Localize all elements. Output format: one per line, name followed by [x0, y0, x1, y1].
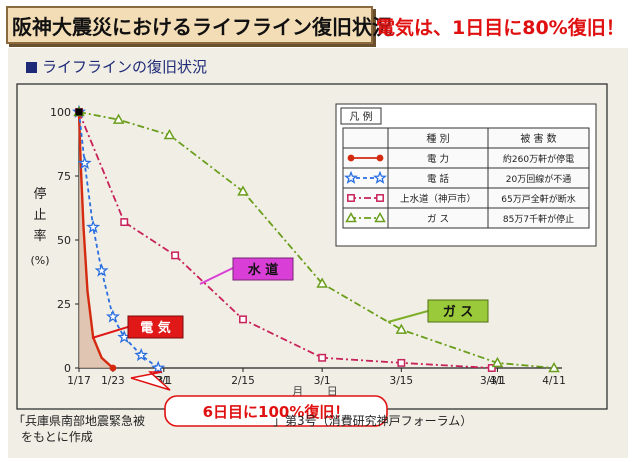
x-tick-label: 1/23	[101, 375, 125, 387]
source-line2: をもとに作成	[21, 430, 93, 444]
series-point	[171, 251, 180, 260]
legend-swatch-marker	[347, 194, 355, 202]
y-tick-label: 50	[57, 234, 71, 247]
source-line1: 「兵庫県南部地震緊急被	[13, 414, 146, 428]
y-tick-label: 75	[57, 170, 71, 183]
series-point	[237, 185, 249, 196]
legend-series-name: ガ ス	[427, 214, 449, 225]
series-point	[487, 364, 496, 372]
callout-leader	[387, 310, 429, 323]
legend-title: 凡 例	[349, 110, 372, 123]
start-marker	[75, 108, 83, 116]
callout-leader	[199, 267, 234, 285]
x-tick-label: 4/1	[489, 375, 506, 387]
x-tick-label: 2/15	[231, 375, 255, 387]
x-tick-label: 3/31	[480, 375, 504, 387]
legend-series-name: 電 話	[427, 173, 450, 185]
series-point	[86, 219, 101, 234]
legend-series-name: 上水道（神戸市）	[400, 193, 476, 205]
callout-pointer	[130, 371, 171, 391]
series-point	[120, 218, 129, 227]
chart-subtitle: ライフラインの復旧状況	[26, 56, 207, 77]
series-point	[491, 356, 504, 368]
series-point	[77, 155, 92, 170]
legend-series-damage: 約260万軒が停電	[503, 153, 574, 165]
y-axis-label: (%)	[30, 254, 49, 267]
series-point	[548, 361, 560, 373]
series-point	[134, 347, 149, 362]
x-tick-label: 3/15	[390, 375, 414, 387]
series-point	[397, 358, 406, 367]
series-point	[163, 129, 176, 140]
series-point	[151, 360, 166, 374]
series-point	[395, 323, 408, 334]
series-line	[78, 111, 555, 369]
callout-water: 水 道	[248, 262, 279, 278]
series-point	[318, 353, 327, 362]
y-axis-label: 停	[33, 186, 46, 202]
callout-box	[127, 315, 184, 339]
series-line	[78, 111, 159, 369]
chart-subtitle-text: ライフラインの復旧状況	[42, 58, 208, 76]
series-point	[316, 277, 328, 288]
legend-swatch-marker	[347, 154, 355, 162]
legend-title-box	[340, 107, 382, 125]
series-point	[239, 315, 247, 324]
callout-leader	[91, 326, 129, 339]
title-box	[6, 6, 373, 44]
electricity-area	[79, 112, 113, 368]
x-tick-label: 1/17	[67, 375, 91, 387]
callout-box	[427, 299, 489, 323]
callout-box	[232, 257, 294, 281]
y-tick-label: 25	[57, 298, 71, 311]
callout-gas: ガ ス	[443, 305, 474, 320]
x-tick-label: 3/1	[314, 375, 331, 387]
callout-six-days: 6日目に100%復旧！	[203, 403, 350, 421]
callout-electricity: 電 気	[140, 320, 171, 336]
legend-series-damage: 85万7千軒が停止	[503, 213, 574, 225]
callout-box	[164, 395, 388, 427]
legend-swatch-marker	[344, 170, 358, 184]
series-point	[94, 263, 109, 277]
x-tick-label: 4/11	[542, 375, 566, 387]
series-point	[112, 113, 125, 124]
legend-series-damage: 20万回線が不通	[506, 173, 571, 185]
legend-swatch-marker	[374, 211, 386, 223]
headline: 電気は、1日目に80%復旧！	[376, 17, 625, 39]
y-axis-label: 止	[33, 208, 46, 223]
legend-swatch-marker	[345, 211, 357, 223]
legend-swatch-marker	[376, 154, 384, 162]
bullet-square-icon	[26, 62, 37, 73]
legend-series-name: 電 力	[427, 153, 449, 165]
y-tick-label: 100	[50, 106, 71, 119]
source-line1-tail: 」第3号（消費研究神戸フォーラム）	[273, 414, 473, 428]
legend-swatch-marker	[373, 170, 387, 184]
legend-series-damage: 65万戸全軒が断水	[501, 193, 575, 205]
series-point	[105, 309, 120, 323]
y-axis-label: 率	[33, 228, 46, 244]
x-axis-label: 月 日	[292, 385, 348, 398]
series-point	[109, 364, 117, 372]
legend-swatch-marker	[376, 194, 384, 202]
legend-header-type: 種 別	[426, 132, 449, 145]
y-tick-label: 0	[64, 362, 71, 375]
legend-header-damage: 被 害 数	[520, 132, 556, 145]
source-note: 「兵庫県南部地震緊急被 」第3号（消費研究神戸フォーラム） をもとに作成	[13, 413, 472, 445]
page-title: 阪神大震災におけるライフライン復旧状況	[12, 15, 392, 39]
